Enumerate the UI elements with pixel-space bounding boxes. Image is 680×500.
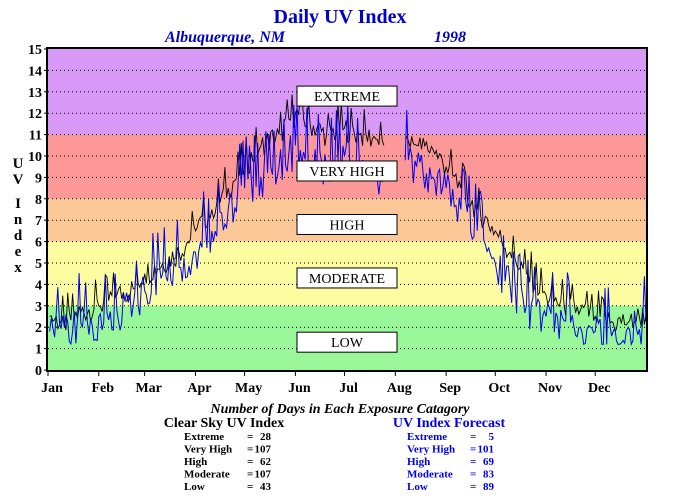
x-tick-label: Apr xyxy=(187,381,211,396)
y-tick-label: 15 xyxy=(28,43,42,58)
summary-row-value: 107 xyxy=(255,469,272,481)
y-tick-label: 6 xyxy=(35,236,42,251)
summary-row-eq: = xyxy=(247,469,253,481)
y-tick-label: 3 xyxy=(35,300,42,315)
band-label-box xyxy=(296,160,398,182)
summary-row-label: Low xyxy=(184,481,205,493)
x-tick-label: Aug xyxy=(387,381,412,396)
y-tick-label: 12 xyxy=(28,107,42,122)
y-tick-label: 9 xyxy=(35,171,42,186)
summary-row-value: 5 xyxy=(489,431,495,443)
summary-row-label: Moderate xyxy=(407,469,453,481)
x-tick-label: Nov xyxy=(538,381,562,396)
summary-row-label: High xyxy=(407,456,430,468)
y-tick-label: 8 xyxy=(35,193,42,208)
location-label: Albuquerque, NM xyxy=(164,29,286,46)
x-tick-label: Dec xyxy=(588,381,611,396)
y-tick-label: 14 xyxy=(28,64,42,79)
y-tick-label: 5 xyxy=(35,257,42,272)
summary-row-eq: = xyxy=(470,456,476,468)
x-tick-label: Jul xyxy=(339,381,358,396)
x-tick-label: Feb xyxy=(92,381,115,396)
x-tick-label: Mar xyxy=(135,381,161,396)
summary-row-label: Moderate xyxy=(184,469,230,481)
summary-row-label: Extreme xyxy=(184,431,224,443)
band-label: MODERATE xyxy=(309,272,385,287)
y-tick-label: 13 xyxy=(28,86,42,101)
x-tick-label: Oct xyxy=(488,381,510,396)
clear-sky-title: Clear Sky UV Index xyxy=(164,416,284,431)
band-label-box xyxy=(296,267,398,289)
summary-row-label: Very High xyxy=(184,444,232,456)
summary-row-eq: = xyxy=(247,431,253,443)
summary-row-value: 43 xyxy=(260,481,272,493)
summary-row-eq: = xyxy=(247,456,253,468)
band-label: LOW xyxy=(331,336,364,351)
x-tick-label: May xyxy=(235,381,262,396)
summary-row-value: 28 xyxy=(260,431,272,443)
summary-heading: Number of Days in Each Exposure Catagory xyxy=(209,402,470,417)
plot-frame xyxy=(46,47,648,372)
summary-row-value: 89 xyxy=(483,481,495,493)
forecast-title: UV Index Forecast xyxy=(393,416,506,431)
summary-row-value: 69 xyxy=(483,456,495,468)
band-labels: EXTREME VERY HIGH HIGH MODERATE LOW xyxy=(296,85,398,353)
y-tick-label: 4 xyxy=(35,278,42,293)
band-label: VERY HIGH xyxy=(309,165,384,180)
x-tick-label: Jan xyxy=(41,381,63,396)
summary-row-eq: = xyxy=(247,444,253,456)
summary-row-eq: = xyxy=(470,481,476,493)
y-tick-label: 2 xyxy=(35,321,42,336)
x-tick-label: Jun xyxy=(288,381,311,396)
y-tick-label: 10 xyxy=(28,150,42,165)
y-tick-label: 0 xyxy=(35,364,42,379)
y-tick-label: 1 xyxy=(35,343,42,358)
chart-title: Daily UV Index xyxy=(274,6,407,28)
band-label-box xyxy=(296,85,398,107)
summary-row-label: Low xyxy=(407,481,428,493)
summary-row-value: 62 xyxy=(260,456,272,468)
summary-row-eq: = xyxy=(470,431,476,443)
x-axis-ticks: Jan Feb Mar Apr May Jun Jul Aug Sep Oct Nov Dec xyxy=(41,370,610,396)
year-label: 1998 xyxy=(434,29,466,46)
y-tick-label: 11 xyxy=(29,129,42,144)
summary-row-label: Very High xyxy=(407,444,455,456)
band-label: EXTREME xyxy=(314,90,380,105)
summary-row-label: High xyxy=(184,456,207,468)
summary-row-eq: = xyxy=(470,444,476,456)
x-tick-label: Sep xyxy=(439,381,461,396)
band-label: HIGH xyxy=(330,218,365,233)
summary-row-label: Extreme xyxy=(407,431,447,443)
band-label-box xyxy=(296,213,398,235)
summary-row-eq: = xyxy=(247,481,253,493)
summary-row-value: 101 xyxy=(478,444,495,456)
y-tick-label: 7 xyxy=(35,214,42,229)
summary-row-eq: = xyxy=(470,469,476,481)
summary-row-value: 107 xyxy=(255,444,272,456)
band-label-box xyxy=(296,331,398,353)
summary-row-value: 83 xyxy=(483,469,495,481)
